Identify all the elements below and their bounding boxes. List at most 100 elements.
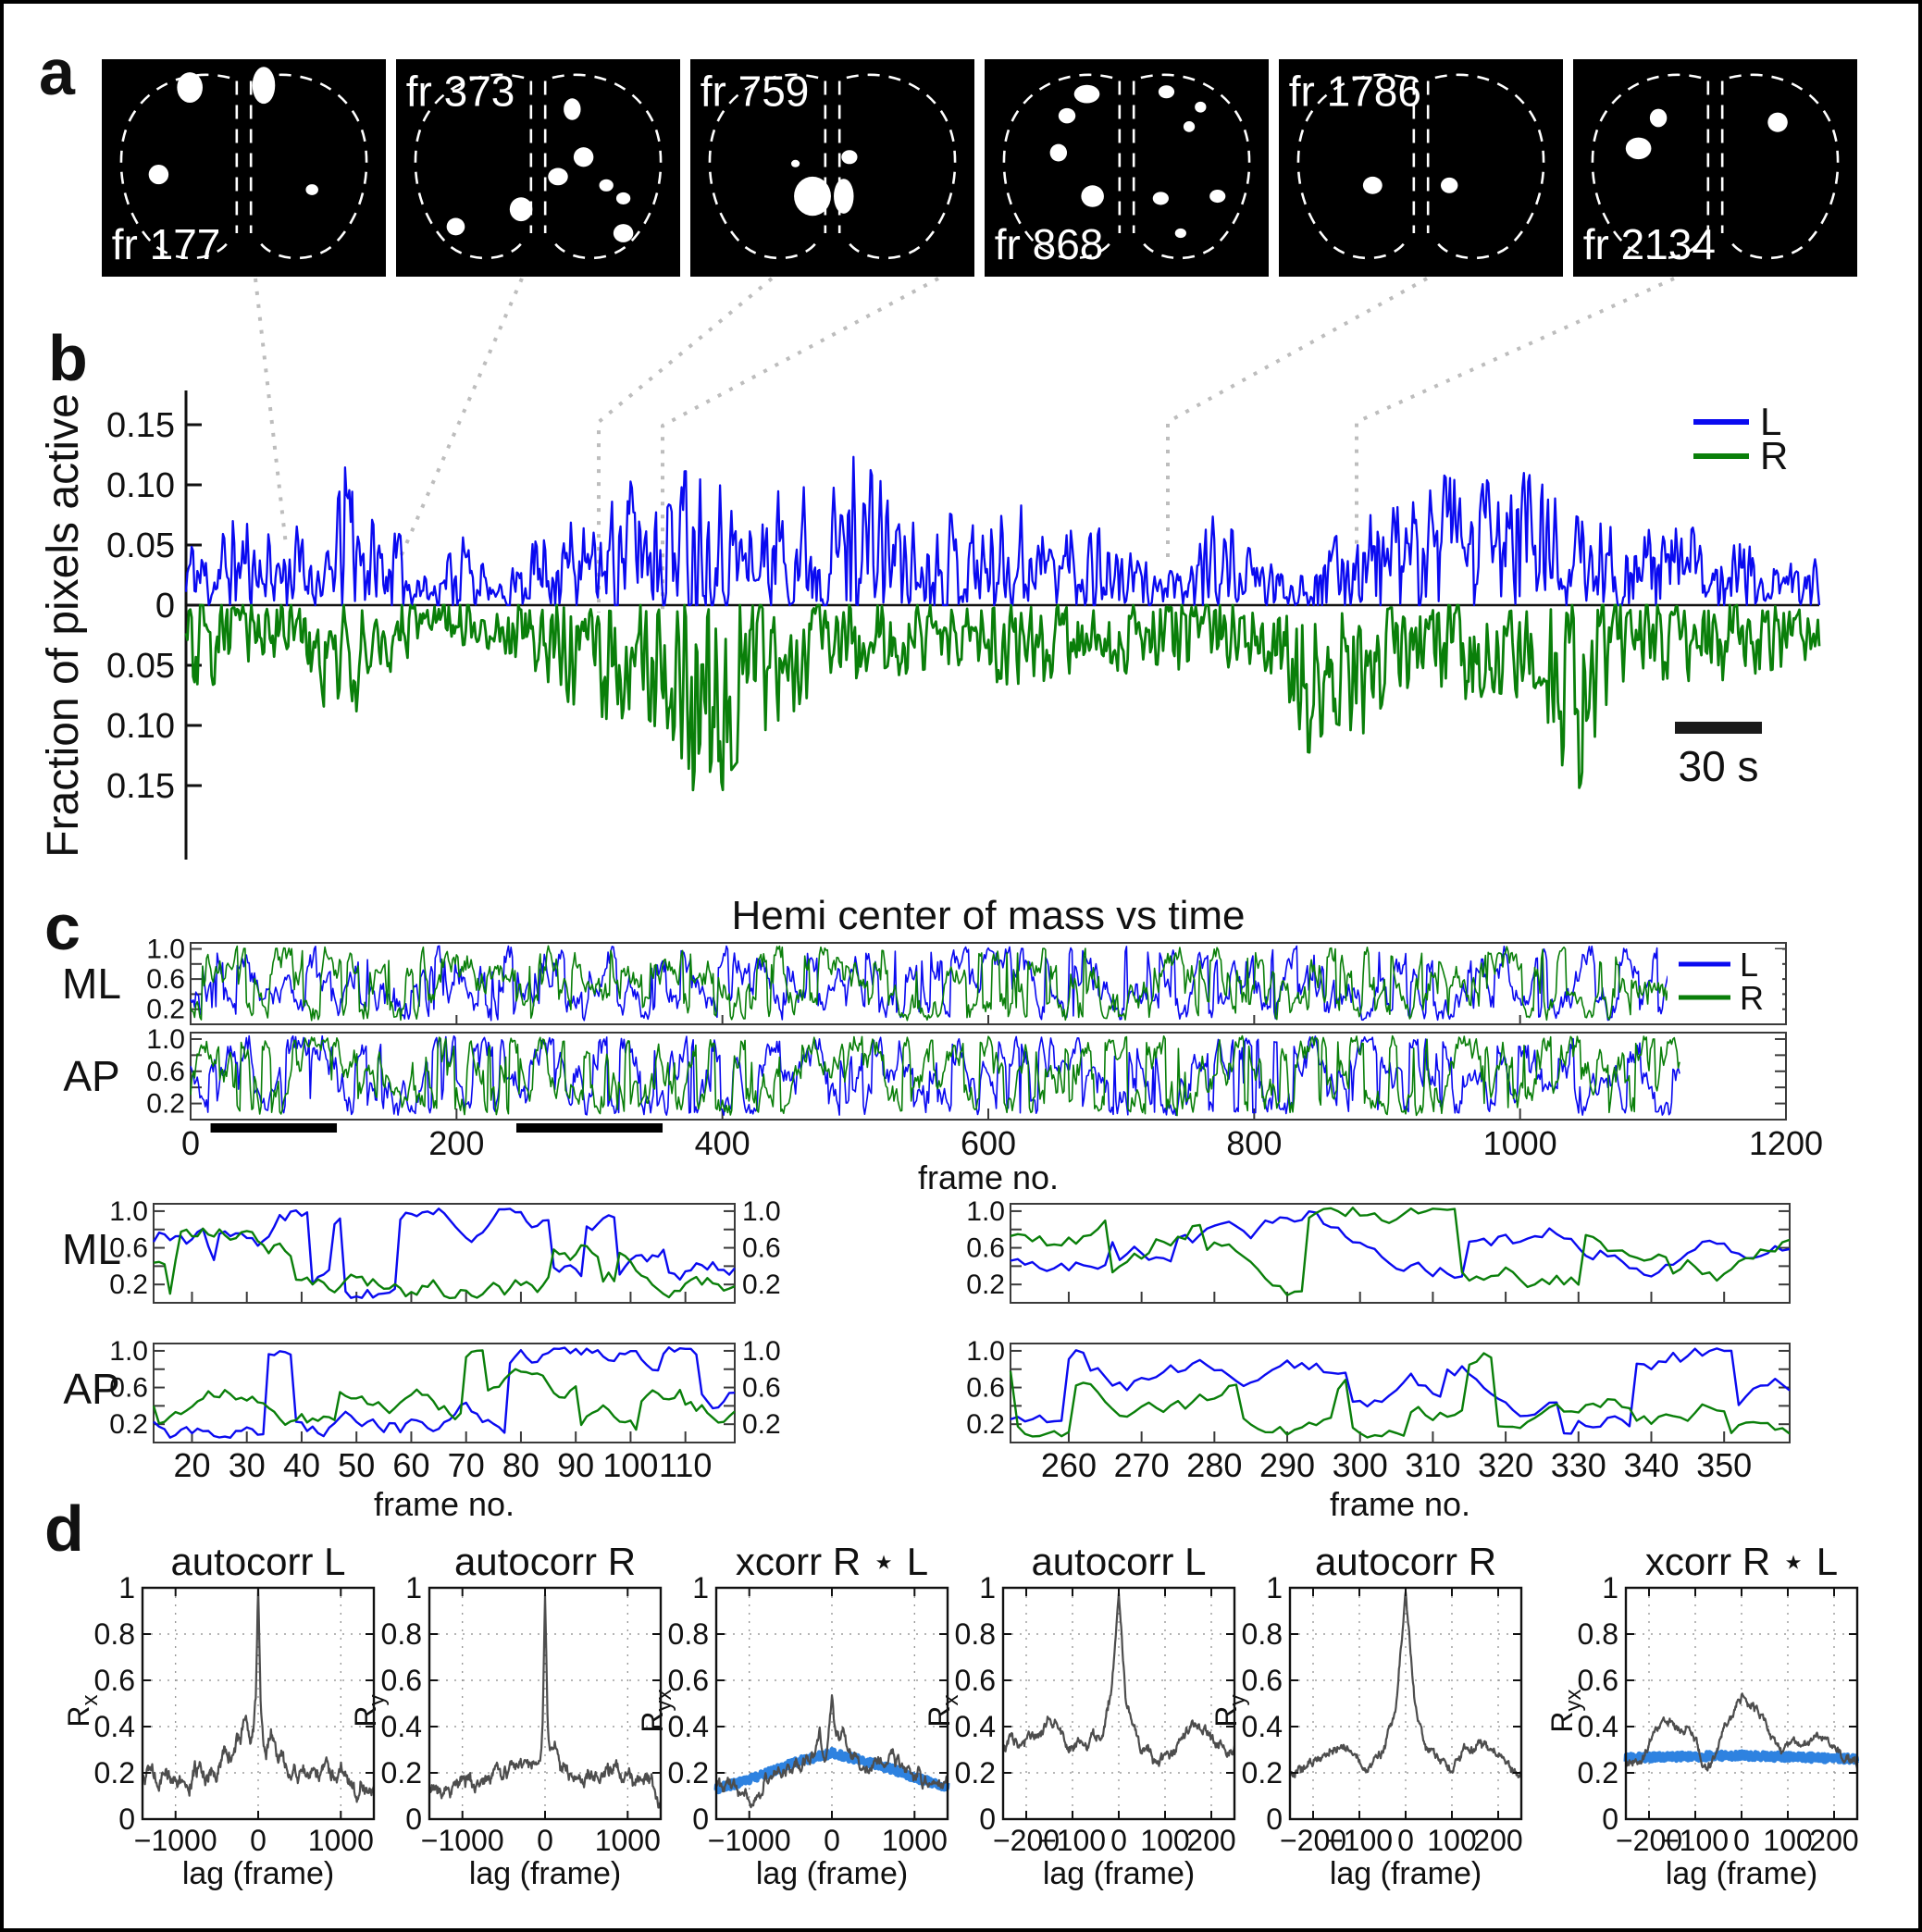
d-subplot-title: autocorr L: [1031, 1540, 1206, 1583]
activity-blob: [1174, 228, 1186, 239]
panel-b-label: b: [48, 322, 88, 394]
c-y-tick-label: 1.0: [966, 1196, 1005, 1227]
c-zoom-AP-trace-L: [153, 1345, 736, 1440]
d-overlay-trace: [713, 1746, 950, 1795]
activity-blob: [1440, 177, 1458, 193]
activity-blob: [834, 179, 854, 214]
d-y-axis-label: Ryx: [1545, 1689, 1586, 1732]
activity-blob: [790, 159, 800, 167]
c-highlight-bar: [515, 1123, 663, 1133]
c-y-tick-label: 0.6: [966, 1373, 1005, 1404]
c-y-tick-label: 0.6: [109, 1233, 148, 1264]
c-x-axis-label: frame no.: [918, 1158, 1059, 1196]
c-highlight-bar: [210, 1123, 338, 1133]
d-x-axis-label: lag (frame): [182, 1856, 334, 1891]
c-x-tick-label: 290: [1259, 1446, 1315, 1484]
d-subplot-title: xcorr R ⋆ L: [1645, 1540, 1838, 1583]
connector-dotted-line: [1355, 277, 1675, 551]
activity-blob: [1767, 112, 1788, 132]
right-hemisphere-outline: [1433, 73, 1545, 260]
c-x-tick-label: 320: [1478, 1446, 1533, 1484]
d-y-tick-label: 0.6: [381, 1664, 422, 1697]
d-y-tick-label: 0: [1266, 1802, 1283, 1836]
c-y-tick-label: 1.0: [146, 1024, 185, 1055]
d-y-tick-label: 1: [1266, 1571, 1283, 1604]
c-y-tick-label: 0.2: [109, 1409, 148, 1440]
c-legend-backdrop: [1668, 949, 1782, 1018]
frame-label: fr 1786: [1289, 68, 1421, 116]
d-y-tick-label: 0.8: [955, 1617, 996, 1651]
c-x-tick-label: 260: [1041, 1446, 1097, 1484]
c-zoom-AP-trace-L: [1010, 1347, 1791, 1435]
c-zoom-row-label-AP: AP: [63, 1365, 119, 1413]
c-x-axis-label: frame no.: [1330, 1485, 1470, 1523]
b-scalebar-label: 30 s: [1679, 742, 1759, 790]
d-x-tick-label: 1000: [308, 1824, 374, 1857]
d-ylabel-sub: y: [365, 1694, 390, 1705]
d-y-tick-label: 0.8: [668, 1617, 709, 1651]
c-x-tick-label: 40: [283, 1446, 320, 1484]
d-x-tick-label: 0: [537, 1824, 553, 1857]
brain-frame: fr 373: [396, 59, 680, 277]
c-x-axis-label: frame no.: [374, 1485, 515, 1523]
frame-label: fr 373: [406, 68, 515, 116]
d-y-tick-label: 0.4: [1578, 1710, 1618, 1743]
d-ylabel-sub: y: [1225, 1694, 1250, 1705]
d-y-tick-label: 0.8: [381, 1617, 422, 1651]
activity-blob: [548, 167, 568, 186]
brain-frame: fr 868: [985, 59, 1269, 277]
d-y-tick-label: 1: [118, 1571, 135, 1604]
d-y-tick-label: 0.6: [1578, 1664, 1618, 1697]
d-y-axis-label: Rx: [62, 1694, 103, 1727]
c-x-tick-label: 200: [428, 1124, 484, 1162]
d-x-tick-label: 1000: [882, 1824, 948, 1857]
d-correlogram-trace: [715, 1693, 949, 1809]
frame-label: fr 177: [112, 220, 221, 268]
d-y-tick-label: 0.2: [1242, 1756, 1283, 1790]
d-y-tick-label: 0.8: [1242, 1617, 1283, 1651]
d-ylabel-base: R: [1545, 1711, 1579, 1732]
d-y-tick-label: 0.6: [1242, 1664, 1283, 1697]
c-y-tick-label: 0.6: [966, 1233, 1005, 1264]
activity-blob: [1158, 85, 1175, 99]
connector-dotted-line: [597, 277, 774, 613]
c-y-tick-label: 0.2: [742, 1409, 781, 1440]
activity-blob: [841, 150, 858, 165]
d-ylabel-base: R: [636, 1711, 669, 1732]
c-zoom-ML-trace-R: [153, 1227, 736, 1300]
c-x-tick-label: 100: [602, 1446, 658, 1484]
c-y-tick-label: 1.0: [109, 1196, 148, 1227]
d-y-axis-label: Rx: [923, 1694, 963, 1727]
activity-blob: [1073, 84, 1100, 104]
d-y-tick-label: 0: [118, 1802, 135, 1836]
brain-frame: fr 1786: [1279, 59, 1563, 277]
d-subplot-title: autocorr R: [454, 1540, 636, 1583]
d-x-tick-label: −100: [1326, 1824, 1393, 1857]
d-y-tick-label: 0: [979, 1802, 996, 1836]
activity-blob: [1152, 192, 1169, 205]
activity-blob: [1362, 176, 1383, 194]
b-y-axis-label: Fraction of pixels active: [39, 393, 88, 858]
c-zoom-AP-box: [153, 1343, 736, 1443]
c-zoom-row-label-ML: ML: [62, 1225, 121, 1273]
c-legend-label-R: R: [1740, 979, 1764, 1017]
c-x-tick-label: 50: [338, 1446, 375, 1484]
b-y-tick-label: 0.15: [106, 767, 175, 806]
d-ylabel-base: R: [923, 1705, 956, 1727]
c-x-tick-label: 60: [392, 1446, 429, 1484]
b-y-tick-label: 0.05: [106, 647, 175, 686]
c-x-tick-label: 330: [1551, 1446, 1606, 1484]
d-y-tick-label: 0.6: [668, 1664, 709, 1697]
d-y-tick-label: 0.6: [955, 1664, 996, 1697]
c-legend-label-L: L: [1740, 946, 1758, 984]
activity-blob: [599, 179, 614, 192]
c-x-tick-label: 30: [229, 1446, 266, 1484]
c-row-label-ML: ML: [62, 960, 121, 1008]
c-y-tick-label: 0.2: [742, 1269, 781, 1300]
c-top-ML-trace-R: [190, 945, 1680, 1022]
activity-blob: [446, 217, 465, 236]
right-hemisphere-outline: [1728, 73, 1840, 260]
c-y-tick-label: 0.2: [109, 1269, 148, 1300]
c-title: Hemi center of mass vs time: [731, 893, 1245, 938]
